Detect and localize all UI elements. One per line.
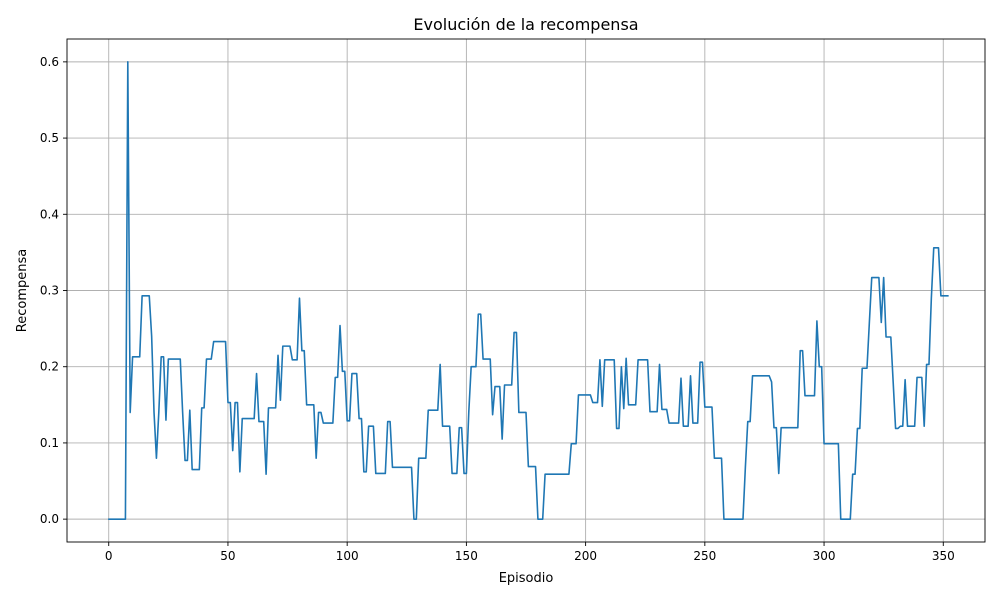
chart-title: Evolución de la recompensa [413, 15, 638, 34]
x-tick-label: 100 [336, 549, 359, 563]
series-layer [107, 61, 949, 520]
x-tick-label: 0 [105, 549, 113, 563]
y-tick-label: 0.3 [40, 284, 59, 298]
y-tick-label: 0.5 [40, 131, 59, 145]
x-tick-label: 300 [813, 549, 836, 563]
y-tick-label: 0.0 [40, 512, 59, 526]
y-tick-label: 0.1 [40, 436, 59, 450]
x-tick-label: 200 [574, 549, 597, 563]
x-tick-label: 50 [220, 549, 235, 563]
x-tick-label: 150 [455, 549, 478, 563]
series-line-recompensa [107, 61, 949, 520]
grid-lines [67, 39, 985, 542]
plot-frame [66, 38, 986, 543]
y-tick-label: 0.6 [40, 55, 59, 69]
x-axis-label: Episodio [499, 571, 554, 586]
x-tick-label: 250 [693, 549, 716, 563]
x-tick-label: 350 [932, 549, 955, 563]
y-tick-label: 0.4 [40, 207, 59, 221]
y-tick-label: 0.2 [40, 360, 59, 374]
y-axis-label: Recompensa [15, 249, 30, 332]
axis-ticks: 0 50 100 150 200 250 300 350 0.0 0.1 0.2 0.3 0.4 0.5 0… [40, 55, 955, 563]
